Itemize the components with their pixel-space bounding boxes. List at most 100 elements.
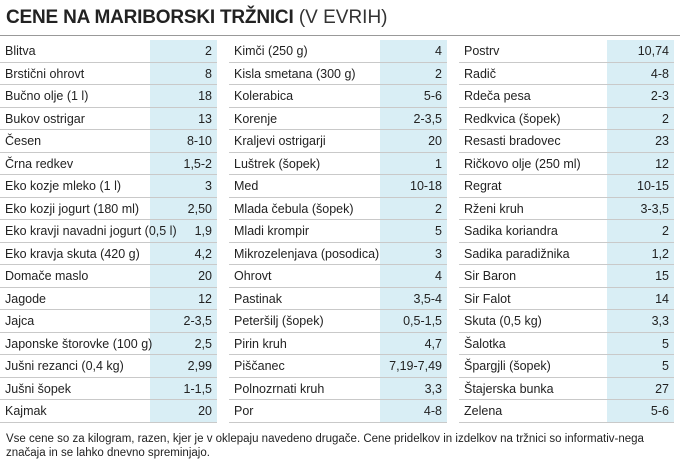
price-highlight-band [380, 40, 447, 423]
item-name: Česen [5, 134, 42, 148]
item-name: Kolerabica [234, 89, 294, 103]
item-name: Kraljevi ostrigarji [234, 134, 326, 148]
item-price: 5-6 [650, 404, 669, 418]
item-name: Rženi kruh [464, 201, 524, 216]
item-price: 3 [435, 246, 442, 261]
item-price: 2-3,5 [183, 314, 213, 328]
table-row: Por 4-8 [229, 400, 447, 423]
item-name: Jajca [5, 314, 35, 328]
table-row: Jušni šopek 1-1,5 [0, 378, 217, 400]
item-name: Bukov ostrigar [5, 111, 85, 126]
item-name: Japonske štorovke (100 g) [5, 336, 153, 351]
item-name: Sir Falot [464, 291, 511, 306]
table-row: Kisla smetana (300 g) 2 [229, 63, 447, 85]
item-price: 2,99 [187, 359, 212, 373]
item-price: 1 [435, 156, 442, 171]
item-name: Kisla smetana (300 g) [234, 66, 356, 81]
item-name: Pastinak [234, 291, 282, 306]
table-row: Česen 8-10 [0, 130, 217, 153]
item-name: Sadika paradižnika [464, 246, 570, 261]
item-price: 12 [655, 156, 669, 171]
item-price: 1,9 [194, 224, 212, 238]
table-row: Piščanec 7,19-7,49 [229, 355, 447, 378]
table-row: Peteršilj (šopek) 0,5-1,5 [229, 310, 447, 333]
item-price: 2,5 [194, 336, 212, 351]
table-row: Zelena 5-6 [459, 400, 674, 423]
item-price: 7,19-7,49 [389, 359, 442, 373]
title-main: CENE NA MARIBORSKI TRŽNICI [6, 7, 294, 28]
item-price: 3,3 [424, 381, 442, 396]
item-price: 2 [205, 44, 212, 58]
item-name: Kajmak [5, 404, 47, 418]
table-row: Polnozrnati kruh 3,3 [229, 378, 447, 400]
table-row: Mladi krompir 5 [229, 220, 447, 243]
item-price: 5-6 [423, 89, 442, 103]
item-price: 2-3,5 [413, 111, 443, 126]
item-price: 8 [205, 66, 212, 81]
table-row: Postrv 10,74 [459, 40, 674, 63]
item-name: Štajerska bunka [464, 381, 554, 396]
item-price: 20 [198, 404, 212, 418]
table-row: Pastinak 3,5-4 [229, 288, 447, 310]
item-name: Postrv [464, 44, 500, 58]
item-price: 12 [198, 291, 212, 306]
item-name: Korenje [234, 111, 278, 126]
item-price: 3-3,5 [640, 201, 670, 216]
table-row: Radič 4-8 [459, 63, 674, 85]
item-price: 3 [205, 179, 212, 193]
table-row: Domače maslo 20 [0, 265, 217, 288]
item-name: Resasti bradovec [464, 134, 561, 148]
table-row: Črna redkev 1,5-2 [0, 153, 217, 175]
item-name: Ričkovo olje (250 ml) [464, 156, 581, 171]
item-name: Polnozrnati kruh [234, 381, 325, 396]
table-row: Rženi kruh 3-3,5 [459, 198, 674, 220]
item-name: Luštrek (šopek) [234, 156, 321, 171]
item-price: 2 [662, 111, 669, 126]
table-row: Luštrek (šopek) 1 [229, 153, 447, 175]
item-name: Šalotka [464, 336, 506, 351]
item-name: Jušni šopek [5, 381, 72, 396]
item-name: Peteršilj (šopek) [234, 314, 324, 328]
item-price: 18 [198, 89, 212, 103]
table-row: Eko kravji navadni jogurt (0,5 l) 1,9 [0, 220, 217, 243]
item-price: 0,5-1,5 [403, 314, 442, 328]
table-row: Korenje 2-3,5 [229, 108, 447, 130]
item-price: 2 [435, 66, 442, 81]
item-name: Radič [464, 66, 496, 81]
title-divider [0, 35, 680, 36]
item-name: Ohrovt [234, 269, 272, 283]
table-row: Jagode 12 [0, 288, 217, 310]
item-price: 4-8 [423, 404, 442, 418]
table-row: Kolerabica 5-6 [229, 85, 447, 108]
table-row: Sir Falot 14 [459, 288, 674, 310]
table-row: Šalotka 5 [459, 333, 674, 355]
item-name: Špargjli (šopek) [464, 359, 551, 373]
item-name: Bučno olje (1 l) [5, 89, 89, 103]
item-name: Brstični ohrovt [5, 66, 85, 81]
item-name: Jagode [5, 291, 47, 306]
table-row: Mikrozelenjava (posodica) 3 [229, 243, 447, 265]
table-row: Bučno olje (1 l) 18 [0, 85, 217, 108]
table-row: Pirin kruh 4,7 [229, 333, 447, 355]
item-price: 3,3 [651, 314, 669, 328]
item-price: 4,2 [194, 246, 212, 261]
table-row: Bukov ostrigar 13 [0, 108, 217, 130]
item-price: 4 [435, 269, 442, 283]
item-name: Med [234, 179, 259, 193]
table-row: Jušni rezanci (0,4 kg) 2,99 [0, 355, 217, 378]
item-price: 23 [655, 134, 669, 148]
table-row: Rdeča pesa 2-3 [459, 85, 674, 108]
table-row: Sadika koriandra 2 [459, 220, 674, 243]
item-name: Mikrozelenjava (posodica) [234, 246, 380, 261]
table-row: Štajerska bunka 27 [459, 378, 674, 400]
table-row: Ohrovt 4 [229, 265, 447, 288]
item-price: 2 [662, 224, 669, 238]
item-name: Eko kravja skuta (420 g) [5, 246, 140, 261]
table-row: Japonske štorovke (100 g) 2,5 [0, 333, 217, 355]
table-row: Mlada čebula (šopek) 2 [229, 198, 447, 220]
item-price: 5 [662, 336, 669, 351]
item-name: Por [234, 404, 254, 418]
table-row: Redkvica (šopek) 2 [459, 108, 674, 130]
price-highlight-band [150, 40, 217, 423]
item-price: 14 [655, 291, 669, 306]
